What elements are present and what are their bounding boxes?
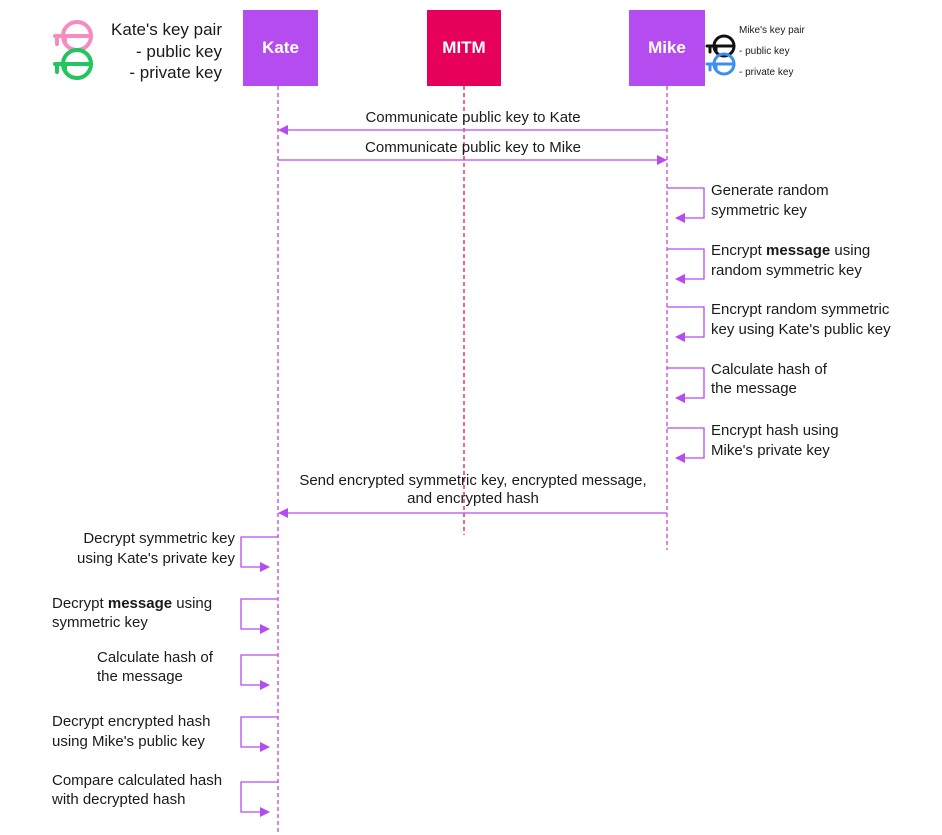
kate-step-2-line2: symmetric key <box>52 614 148 631</box>
mike-step-2-line2: random symmetric key <box>711 262 862 279</box>
kate-step-2-pre: Decrypt <box>52 595 108 612</box>
kate-step-2-bold: message <box>107 595 173 612</box>
kate-legend-title: Kate's key pair <box>111 20 222 39</box>
kate-self-arrow-decrypt-hash <box>240 716 278 752</box>
message-label-send-encrypted-line2: and encrypted hash <box>407 490 539 507</box>
kate-self-arrow-decrypt-message <box>240 598 278 634</box>
kate-step-2-post: using <box>172 595 213 612</box>
mike-step-1-line2: symmetric key <box>711 202 807 219</box>
mitm-actor-box <box>427 10 501 86</box>
mike-step-5-line1: Encrypt hash using <box>711 422 839 439</box>
mike-self-arrow-encrypt-hash <box>667 427 705 463</box>
kate-self-arrow-calculate-hash <box>240 654 278 690</box>
kate-step-2-line1: Decrypt message using <box>52 594 212 614</box>
kate-actor-box <box>243 10 318 86</box>
mike-self-arrow-encrypt-symmetric-key <box>667 306 705 342</box>
mike-step-1-line1: Generate random <box>711 182 829 199</box>
kate-step-5-line1: Compare calculated hash <box>52 772 223 789</box>
mike-legend-title: Mike's key pair <box>739 25 805 36</box>
mike-self-arrow-encrypt-message <box>667 248 705 284</box>
kate-actor-label: Kate <box>262 38 299 57</box>
mike-step-3-line2: key using Kate's public key <box>711 321 891 338</box>
kate-self-arrow-decrypt-symmetric-key <box>240 536 278 572</box>
kate-step-4-line2: using Mike's public key <box>52 733 205 750</box>
kate-private-key-icon <box>53 48 93 80</box>
kate-step-1-line2: using Kate's private key <box>77 550 235 567</box>
mike-step-2-pre: Encrypt <box>711 242 767 259</box>
message-label-public-key-to-mike: Communicate public key to Mike <box>365 139 581 156</box>
mike-legend-private-key: - private key <box>739 67 794 78</box>
mike-public-key-icon <box>705 34 736 58</box>
mike-step-5-line2: Mike's private key <box>711 442 830 459</box>
kate-step-3-line1: Calculate hash of <box>97 649 213 666</box>
mike-legend-public-key: - public key <box>739 46 790 57</box>
kate-legend-private-key: - private key <box>129 63 222 82</box>
mike-actor-label: Mike <box>648 38 686 57</box>
kate-legend-public-key: - public key <box>136 42 222 61</box>
mike-actor-box <box>629 10 705 86</box>
kate-step-1-line1: Decrypt symmetric key <box>83 530 235 547</box>
kate-step-5-line2: with decrypted hash <box>52 791 186 808</box>
mike-step-2-post: using <box>830 242 871 259</box>
kate-public-key-icon <box>53 20 93 52</box>
mike-self-arrow-calculate-hash <box>667 367 705 403</box>
kate-self-arrow-compare-hash <box>240 781 278 817</box>
mike-step-2-line1: Encrypt message using <box>711 241 870 261</box>
kate-step-4-line1: Decrypt encrypted hash <box>52 713 211 730</box>
mike-step-3-line1: Encrypt random symmetric <box>711 301 890 318</box>
mitm-actor-label: MITM <box>442 38 486 57</box>
kate-step-3-line2: the message <box>97 668 183 685</box>
message-label-public-key-to-kate: Communicate public key to Kate <box>365 109 581 126</box>
message-label-send-encrypted-line1: Send encrypted symmetric key, encrypted … <box>299 472 647 489</box>
mike-step-2-bold: message <box>766 242 831 259</box>
mike-step-4-line2: the message <box>711 380 797 397</box>
mike-private-key-icon <box>705 52 736 76</box>
mike-step-4-line1: Calculate hash of <box>711 361 827 378</box>
mike-self-arrow-generate-key <box>667 187 705 223</box>
